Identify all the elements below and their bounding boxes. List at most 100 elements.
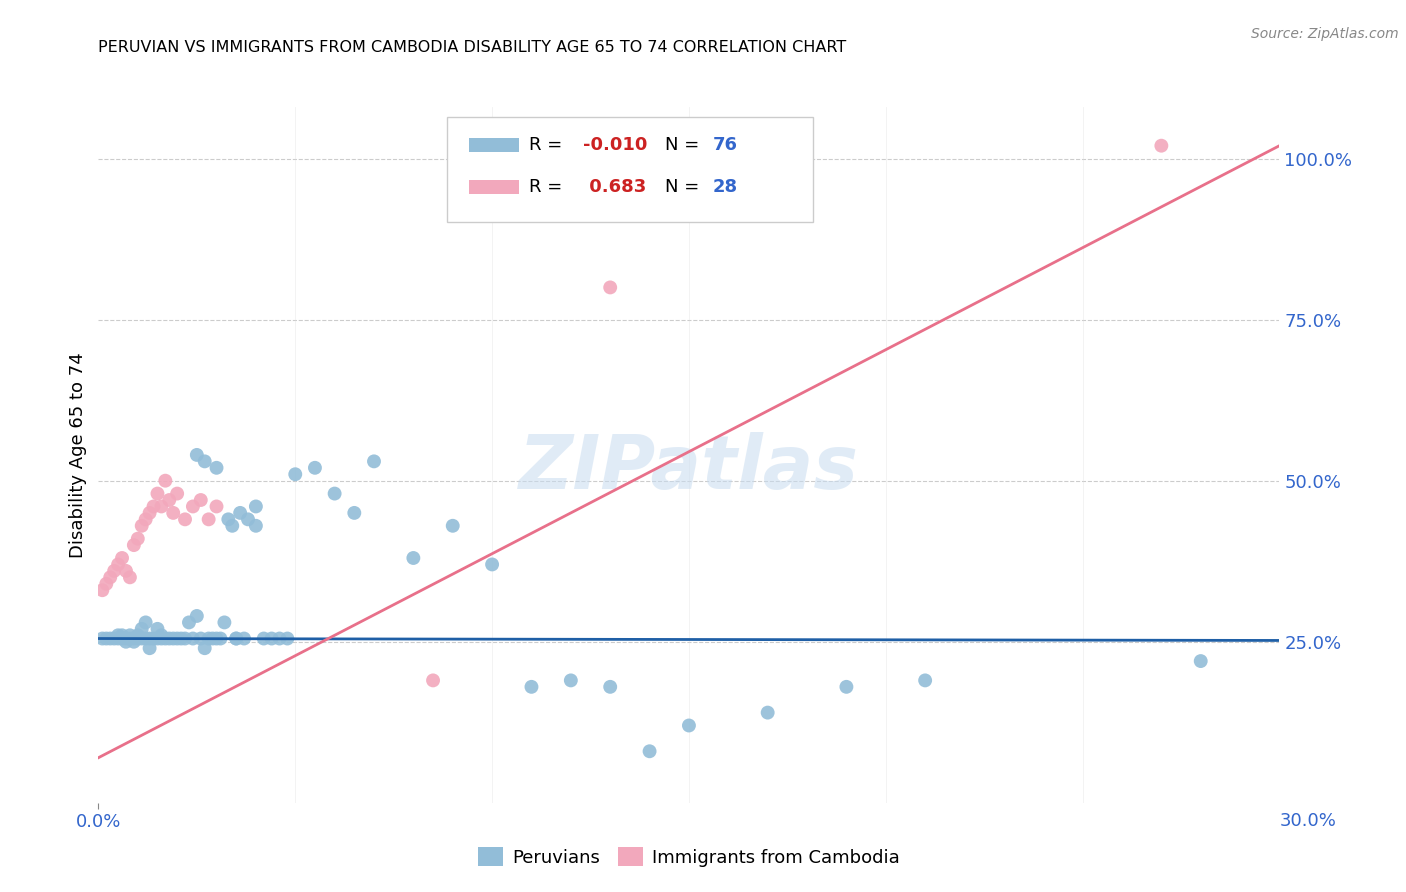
Text: N =: N =	[665, 178, 706, 196]
Point	[142, 500, 165, 514]
Text: Source: ZipAtlas.com: Source: ZipAtlas.com	[1251, 27, 1399, 41]
Point	[269, 632, 291, 646]
Point	[135, 615, 157, 630]
Point	[174, 512, 197, 526]
Point	[756, 706, 779, 720]
Point	[304, 460, 326, 475]
Point	[260, 632, 283, 646]
Point	[190, 632, 212, 646]
Point	[422, 673, 444, 688]
Text: -0.010: -0.010	[582, 136, 647, 154]
Point	[1150, 138, 1173, 153]
Point	[638, 744, 661, 758]
Point	[177, 615, 200, 630]
Point	[194, 454, 217, 468]
Point	[217, 512, 239, 526]
FancyBboxPatch shape	[470, 180, 519, 194]
Point	[122, 634, 145, 648]
Point	[131, 518, 153, 533]
Point	[146, 486, 169, 500]
Point	[1189, 654, 1212, 668]
Point	[157, 632, 180, 646]
Point	[323, 486, 346, 500]
Point	[115, 564, 138, 578]
Point	[138, 506, 160, 520]
Point	[122, 632, 145, 646]
Point	[155, 474, 177, 488]
Point	[181, 500, 204, 514]
Point	[201, 632, 224, 646]
Text: 28: 28	[713, 178, 738, 196]
Point	[135, 512, 157, 526]
Point	[194, 641, 217, 656]
Point	[284, 467, 307, 482]
Point	[107, 632, 129, 646]
Text: 30.0%: 30.0%	[1279, 812, 1336, 830]
Point	[155, 632, 177, 646]
Point	[276, 632, 298, 646]
Point	[118, 632, 141, 646]
Point	[205, 460, 228, 475]
Point	[181, 632, 204, 646]
Text: 76: 76	[713, 136, 738, 154]
Point	[118, 628, 141, 642]
Point	[214, 615, 236, 630]
Point	[245, 500, 267, 514]
Point	[441, 518, 464, 533]
Point	[253, 632, 276, 646]
Point	[481, 558, 503, 572]
Point	[221, 518, 243, 533]
Point	[103, 632, 125, 646]
Point	[122, 538, 145, 552]
Point	[91, 632, 114, 646]
FancyBboxPatch shape	[447, 118, 813, 222]
Point	[127, 628, 149, 642]
Point	[205, 500, 228, 514]
Point	[138, 641, 160, 656]
Point	[186, 448, 208, 462]
Point	[98, 570, 121, 584]
Point	[118, 570, 141, 584]
Point	[127, 632, 149, 646]
Point	[402, 551, 425, 566]
Text: ZIPatlas: ZIPatlas	[519, 433, 859, 506]
Point	[229, 506, 252, 520]
Point	[343, 506, 366, 520]
Point	[190, 493, 212, 508]
Point	[96, 576, 118, 591]
Legend: Peruvians, Immigrants from Cambodia: Peruvians, Immigrants from Cambodia	[471, 840, 907, 874]
Point	[236, 512, 259, 526]
Point	[96, 632, 118, 646]
Point	[111, 628, 134, 642]
Point	[599, 280, 621, 294]
Text: R =: R =	[530, 136, 568, 154]
Point	[225, 632, 247, 646]
Point	[174, 632, 197, 646]
Point	[142, 632, 165, 646]
Y-axis label: Disability Age 65 to 74: Disability Age 65 to 74	[69, 352, 87, 558]
Point	[150, 632, 173, 646]
Point	[560, 673, 582, 688]
Point	[205, 632, 228, 646]
Point	[162, 506, 184, 520]
Point	[138, 632, 160, 646]
Point	[131, 622, 153, 636]
Point	[91, 583, 114, 598]
Point	[162, 632, 184, 646]
Point	[111, 551, 134, 566]
Point	[146, 632, 169, 646]
Point	[599, 680, 621, 694]
Point	[197, 632, 219, 646]
Point	[186, 609, 208, 624]
Point	[127, 532, 149, 546]
Point	[103, 564, 125, 578]
Point	[678, 718, 700, 732]
Point	[107, 558, 129, 572]
Point	[107, 628, 129, 642]
Point	[914, 673, 936, 688]
Point	[115, 632, 138, 646]
Text: 0.683: 0.683	[582, 178, 645, 196]
Point	[166, 486, 188, 500]
Point	[363, 454, 385, 468]
Point	[157, 493, 180, 508]
